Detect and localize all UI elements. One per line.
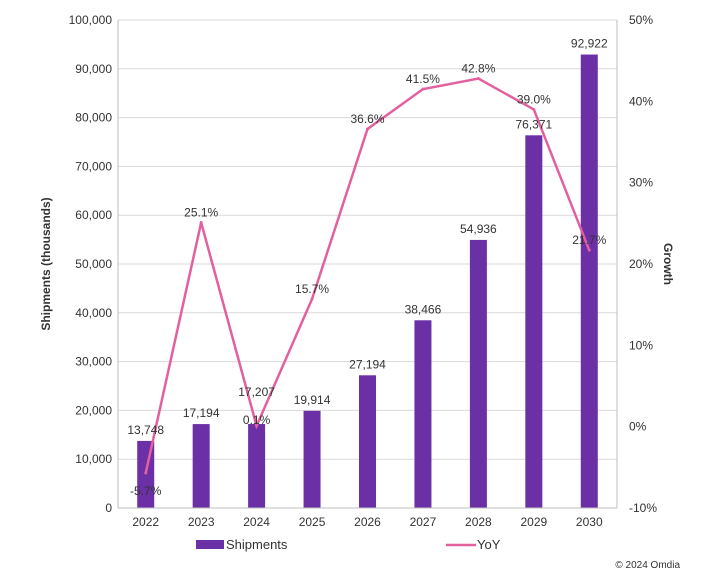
yoy-data-label: 36.6% [350,112,384,126]
x-tick-label: 2023 [188,515,215,529]
yoy-point-2023 [199,221,203,225]
yoy-data-label: 15.7% [295,282,329,296]
y2-axis-label: Growth [661,243,675,285]
bar-data-label: 27,194 [349,357,386,371]
y2-tick-label: 30% [629,176,653,190]
y-tick-label: 60,000 [75,208,112,222]
yoy-data-label: 21.7% [572,233,606,247]
y-tick-label: 20,000 [75,403,112,417]
bar-2029 [525,135,543,509]
legend-label-yoy: YoY [477,537,501,552]
legend-label-shipments: Shipments [226,537,288,552]
y2-tick-label: 40% [629,94,653,108]
bar-2026 [359,375,376,508]
y-tick-label: 50,000 [75,257,112,271]
x-tick-label: 2022 [132,515,159,529]
y-tick-label: 90,000 [75,62,112,76]
bar-2027 [414,320,432,508]
bar-2024 [248,424,266,508]
y-tick-label: 30,000 [75,355,112,369]
y-tick-label: 10,000 [75,452,112,466]
x-tick-label: 2024 [243,515,270,529]
yoy-point-2027 [421,87,425,91]
y-axis-label: Shipments (thousands) [39,197,53,330]
yoy-point-2030 [587,248,591,252]
y2-tick-label: 20% [629,257,653,271]
yoy-point-2028 [476,77,480,81]
yoy-point-2022 [144,471,148,475]
bar-data-label: 19,914 [294,393,331,407]
yoy-point-2025 [310,297,314,301]
y-tick-label: 0 [105,501,112,515]
yoy-data-label: -5.7% [130,484,162,498]
bar-2023 [192,424,210,508]
bar-data-label: 76,371 [515,117,552,131]
y2-tick-label: 0% [629,420,647,434]
y2-tick-label: -10% [629,501,657,515]
yoy-point-2029 [532,107,536,111]
yoy-point-2026 [366,127,369,131]
bar-data-label: 38,466 [405,302,442,316]
x-tick-label: 2029 [520,515,547,529]
x-tick-label: 2025 [299,515,326,529]
bar-data-label: 13,748 [127,423,164,437]
yoy-data-label: 25.1% [184,206,218,220]
bar-data-label: 17,194 [183,406,220,420]
bar-2030 [580,54,598,508]
y2-tick-label: 50% [629,13,653,27]
bar-2028 [469,239,487,508]
x-tick-label: 2030 [576,515,603,529]
x-tick-label: 2026 [354,515,381,529]
bar-data-label: 54,936 [460,222,497,236]
source-credit: © 2024 Omdia [615,560,680,571]
yoy-point-2024 [255,424,259,428]
y-tick-label: 80,000 [75,111,112,125]
y-tick-label: 40,000 [75,306,112,320]
x-tick-label: 2028 [465,515,492,529]
bar-2025 [303,410,321,508]
yoy-data-label: 41.5% [406,72,440,86]
x-tick-label: 2027 [410,515,437,529]
yoy-data-label: 0.1% [243,413,271,427]
bar-data-label: 92,922 [571,37,608,51]
y-tick-label: 70,000 [75,159,112,173]
bar-data-label: 17,207 [238,385,275,399]
yoy-data-label: 39.0% [517,92,551,106]
y2-tick-label: 10% [629,338,653,352]
yoy-data-label: 42.8% [461,62,495,76]
y-tick-label: 100,000 [69,13,113,27]
legend-swatch-shipments [196,540,224,549]
